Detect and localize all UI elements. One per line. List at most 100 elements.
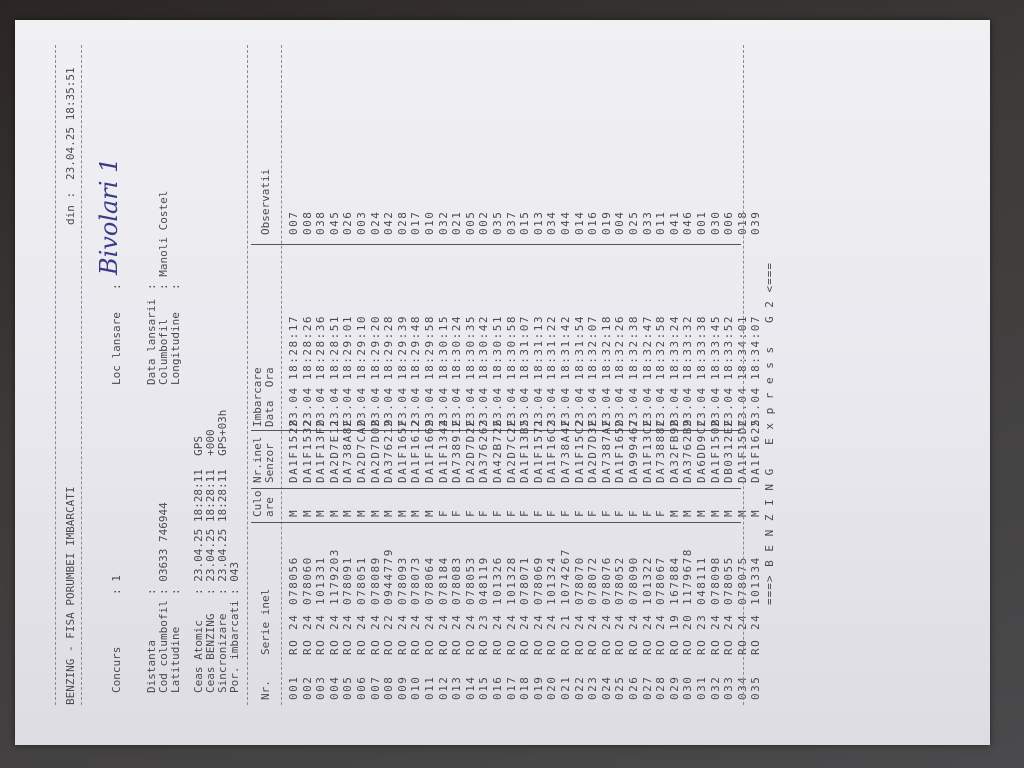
chip-id: DA1F165F bbox=[395, 418, 409, 483]
country: RO bbox=[355, 638, 368, 655]
year: 23 bbox=[477, 613, 491, 630]
ring-number: 078064 bbox=[423, 556, 436, 605]
year: 24 bbox=[654, 613, 668, 630]
print-timestamp: 23.04.25 18:35:51 bbox=[64, 67, 77, 180]
ring-number: 078053 bbox=[463, 556, 477, 605]
row-nr: 012 bbox=[436, 675, 450, 700]
chip-id: DA376219 bbox=[382, 418, 396, 483]
row-nr: 015 bbox=[477, 675, 491, 700]
time: 18:29:48 bbox=[409, 315, 423, 380]
country: RO bbox=[681, 638, 695, 655]
columbofil-value: : Manoli Costel bbox=[157, 190, 170, 290]
date: 23.04 bbox=[572, 386, 586, 427]
row-nr: 018 bbox=[518, 675, 532, 700]
din-label: din : bbox=[64, 191, 77, 225]
chip-id: DA1F1528 bbox=[287, 418, 300, 483]
year: 24 bbox=[586, 613, 600, 630]
date: 23.04 bbox=[450, 386, 464, 427]
observation: 003 bbox=[355, 210, 368, 235]
year: 24 bbox=[708, 613, 722, 630]
date: 23.04 bbox=[708, 386, 722, 427]
por-imbarcati-label: Por. imbarcati bbox=[228, 600, 241, 693]
country: RO bbox=[545, 638, 559, 655]
date: 23.04 bbox=[545, 386, 559, 427]
row-nr: 021 bbox=[559, 675, 572, 700]
loc-sep: : bbox=[110, 283, 123, 290]
divider bbox=[743, 45, 744, 705]
date: 23.04 bbox=[423, 386, 436, 427]
sex: M bbox=[395, 508, 409, 517]
year: 24 bbox=[450, 613, 464, 630]
country: RO bbox=[368, 638, 382, 655]
chip-id: DA1F1571 bbox=[531, 418, 545, 483]
year: 24 bbox=[545, 613, 559, 630]
time: 18:33:52 bbox=[722, 315, 736, 380]
country: RO bbox=[327, 638, 341, 655]
observation: 001 bbox=[695, 210, 708, 235]
sex: M bbox=[355, 508, 368, 517]
chip-id: DA1F15C2 bbox=[572, 418, 586, 483]
time: 18:29:58 bbox=[423, 315, 436, 380]
table-row: 013 RO 24 078083 F DA73891E 23.04 18:30:24 021 bbox=[450, 20, 464, 745]
time: 18:32:58 bbox=[654, 315, 668, 380]
date: 23.04 bbox=[327, 386, 341, 427]
observation: 028 bbox=[395, 210, 409, 235]
date: 23.04 bbox=[654, 386, 668, 427]
chip-id: DA1F1669 bbox=[423, 418, 436, 483]
time: 18:29:10 bbox=[355, 315, 368, 380]
chip-id: DA999467 bbox=[627, 418, 640, 483]
chip-id: DA73888C bbox=[654, 418, 668, 483]
year: 24 bbox=[355, 613, 368, 630]
ring-number: 078090 bbox=[627, 556, 640, 605]
year: 22 bbox=[382, 613, 396, 630]
sex: F bbox=[640, 508, 654, 517]
sex: M bbox=[327, 508, 341, 517]
date: 23.04 bbox=[695, 386, 708, 427]
row-nr: 011 bbox=[423, 675, 436, 700]
observation: 005 bbox=[463, 210, 477, 235]
country: RO bbox=[708, 638, 722, 655]
ring-number: 101328 bbox=[504, 556, 518, 605]
table-row: 028 RO 24 078067 F DA73888C 23.04 18:32:58 011 bbox=[654, 20, 668, 745]
country: RO bbox=[463, 638, 477, 655]
time: 18:28:26 bbox=[300, 315, 314, 380]
table-row: 033 RO 24 078055 M DB0312EE 23.04 18:33:52 006 bbox=[722, 20, 736, 745]
table-row: 004 RO 24 1179203 M DA2D7E11 23.04 18:28:51 045 bbox=[328, 20, 342, 745]
sex: F bbox=[463, 508, 477, 517]
observation: 025 bbox=[627, 210, 640, 235]
sex: M bbox=[368, 508, 382, 517]
chip-id: DA7387AF bbox=[599, 418, 613, 483]
year: 24 bbox=[287, 613, 300, 630]
year: 24 bbox=[722, 613, 736, 630]
year: 24 bbox=[341, 613, 355, 630]
time: 18:33:32 bbox=[681, 315, 695, 380]
chip-id: DA6DD9CC bbox=[695, 418, 708, 483]
year: 24 bbox=[627, 613, 640, 630]
country: RO bbox=[504, 638, 518, 655]
row-nr: 033 bbox=[722, 675, 736, 700]
observation: 037 bbox=[504, 210, 518, 235]
ring-number: 078056 bbox=[287, 556, 300, 605]
sex: F bbox=[627, 508, 640, 517]
table-row: 030 RO 20 1179678 M DA3762B9 23.04 18:33:32 046 bbox=[681, 20, 695, 745]
year: 24 bbox=[327, 613, 341, 630]
table-row: 021 RO 21 1074267 F DA738A4F 23.04 18:31:42 044 bbox=[559, 20, 573, 745]
date: 23.04 bbox=[463, 386, 477, 427]
country: RO bbox=[613, 638, 627, 655]
chip-id: DA2D7C2E bbox=[504, 418, 518, 483]
footer-brand: ===> B E N Z I N G E x p r e s s G 2 <==… bbox=[763, 261, 776, 605]
country: RO bbox=[667, 638, 681, 655]
year: 24 bbox=[491, 613, 504, 630]
ring-number: 048119 bbox=[477, 556, 491, 605]
row-nr: 004 bbox=[327, 675, 341, 700]
sex: M bbox=[695, 508, 708, 517]
table-row: 014 RO 24 078053 F DA2D7D2E 23.04 18:30:35 005 bbox=[464, 20, 478, 745]
row-nr: 035 bbox=[749, 675, 763, 700]
ring-number: 101331 bbox=[314, 556, 328, 605]
country: RO bbox=[341, 638, 355, 655]
row-nr: 024 bbox=[599, 675, 613, 700]
observation: 044 bbox=[559, 210, 572, 235]
row-nr: 030 bbox=[681, 675, 695, 700]
year: 24 bbox=[640, 613, 654, 630]
observation: 039 bbox=[749, 210, 763, 235]
